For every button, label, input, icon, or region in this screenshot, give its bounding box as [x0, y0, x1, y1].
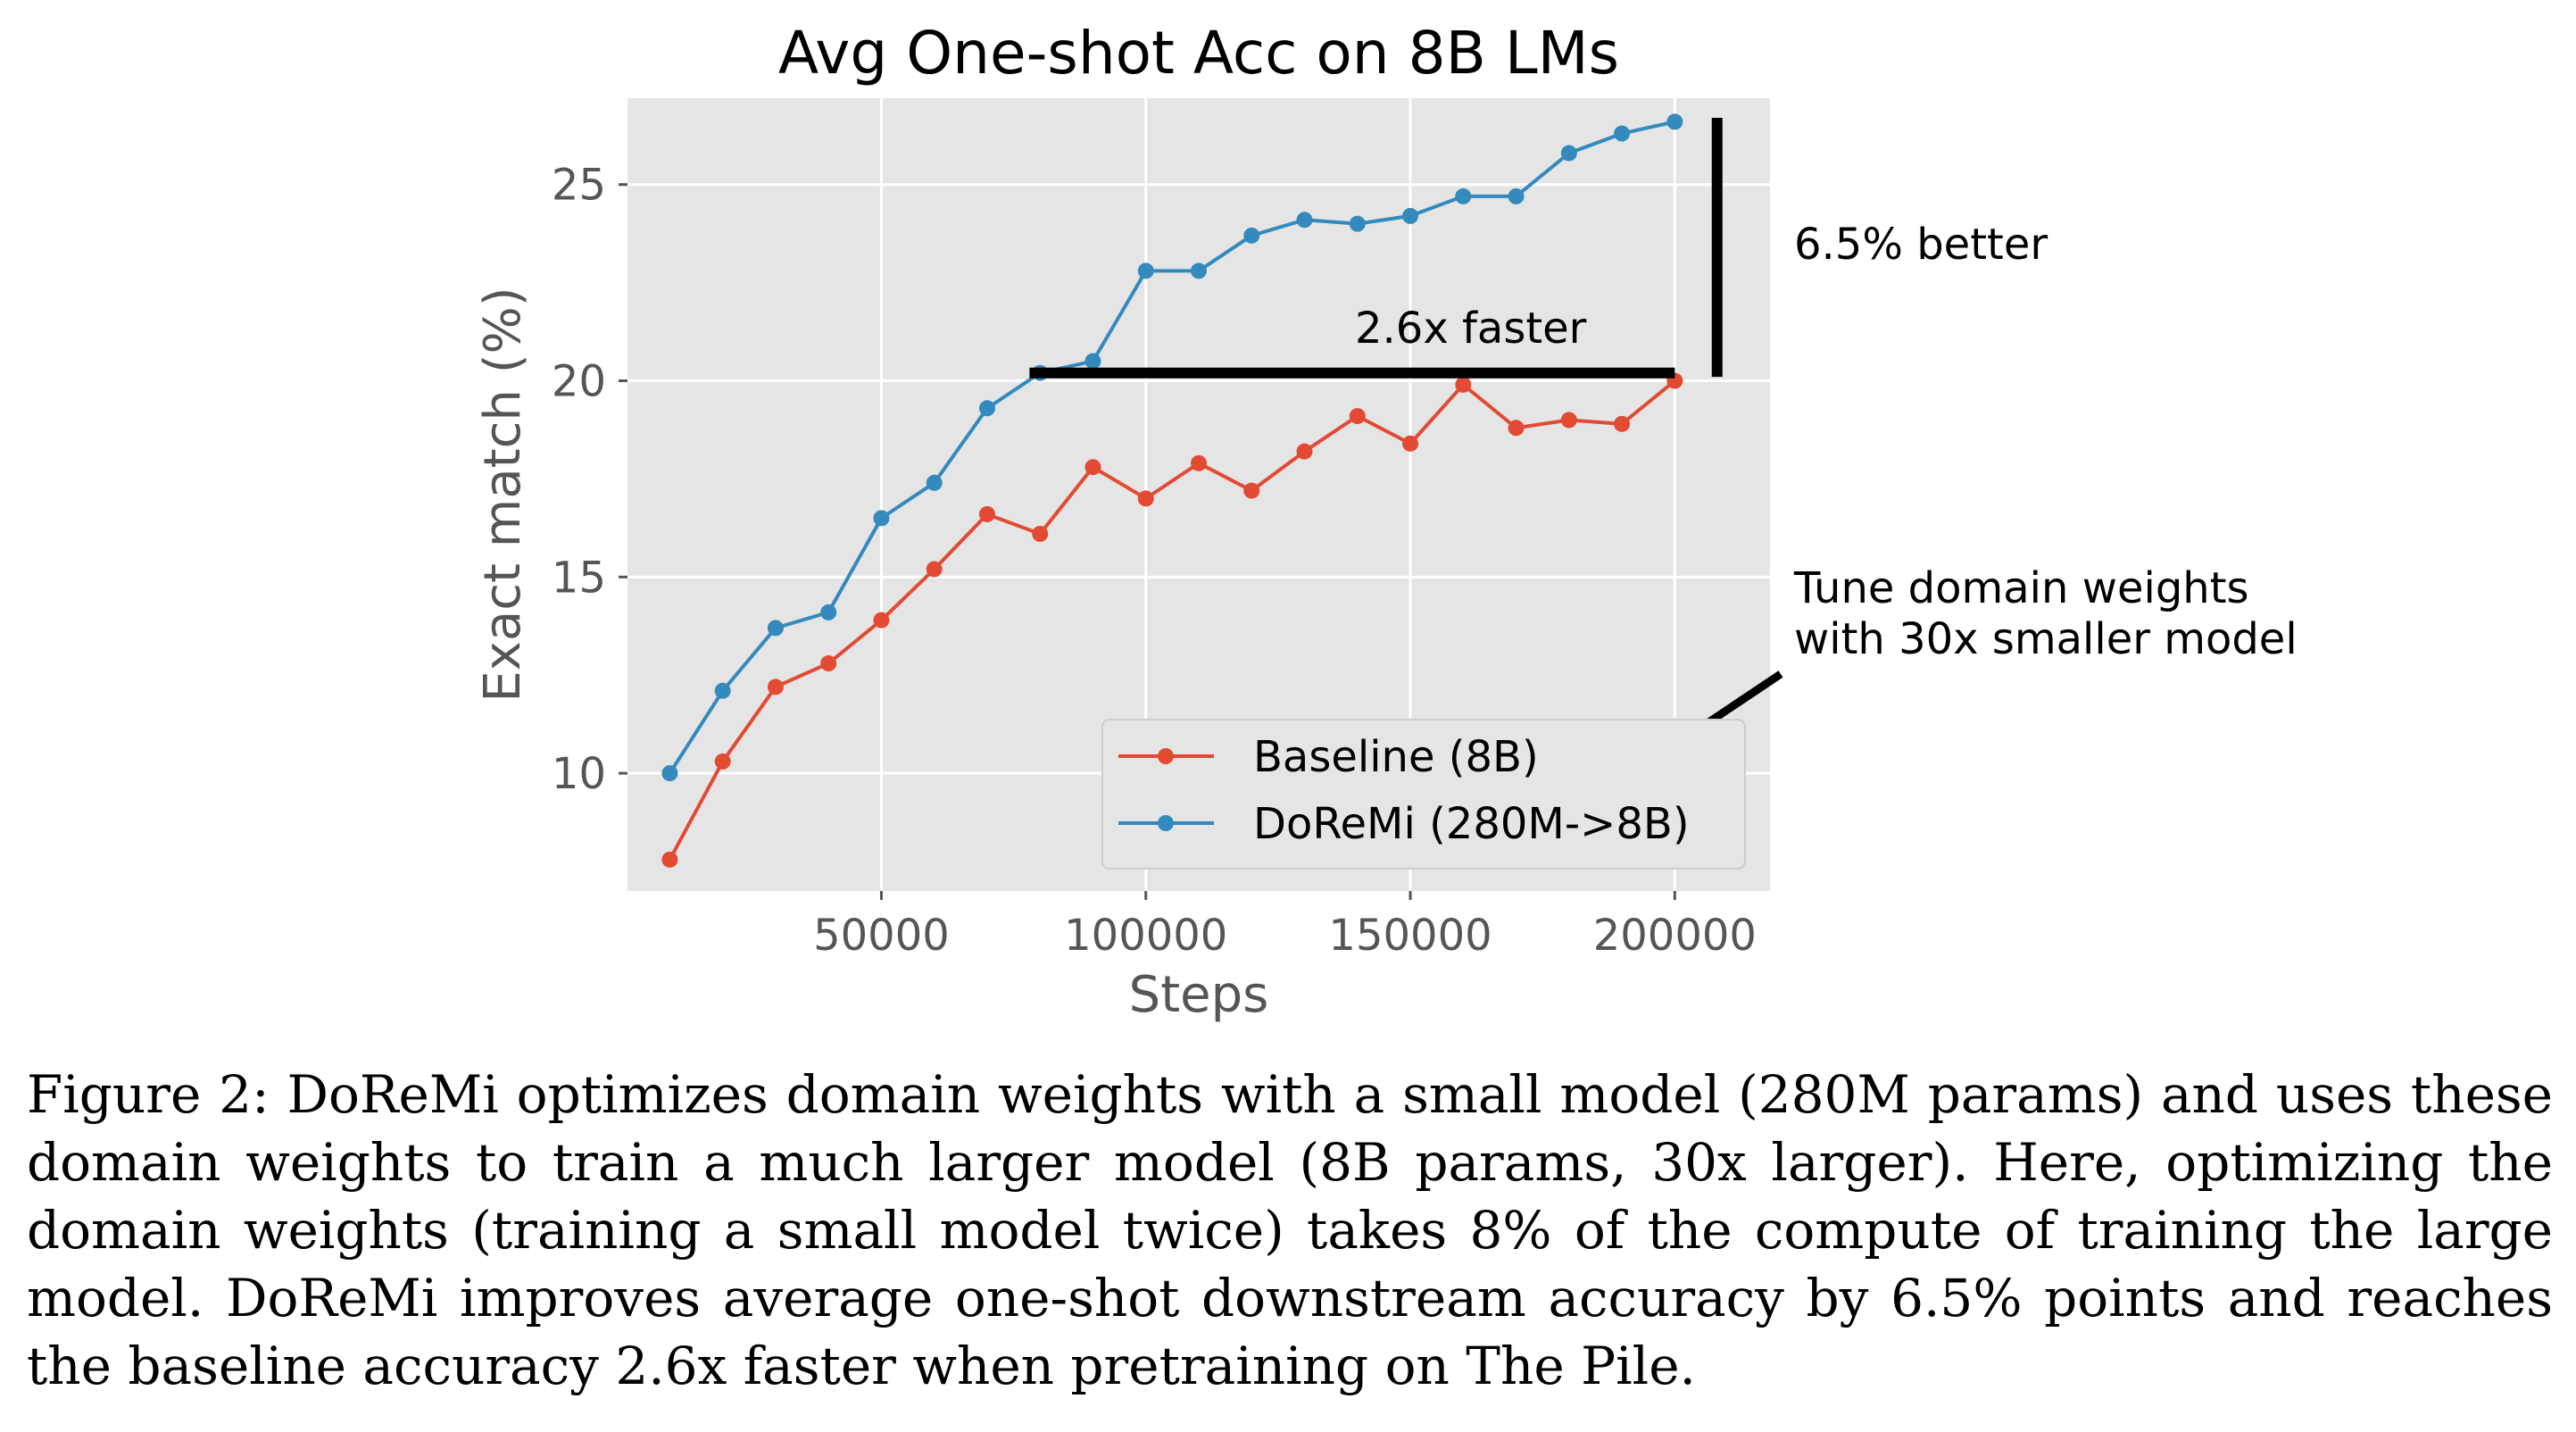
data-point [978, 400, 995, 417]
x-tick-label: 150000 [1328, 911, 1492, 961]
series-layer [661, 113, 1683, 868]
data-point [1560, 412, 1577, 429]
data-point [1614, 125, 1631, 142]
data-point [1508, 187, 1525, 204]
data-point [1402, 207, 1419, 224]
data-point [1349, 408, 1366, 425]
data-point [978, 505, 995, 522]
chart-title: Avg One-shot Acc on 8B LMs [778, 19, 1619, 87]
legend-marker-baseline [1158, 748, 1174, 764]
y-tick-label: 25 [552, 161, 606, 211]
data-point [1614, 415, 1631, 432]
tune-label-line1: Tune domain weights [1793, 563, 2249, 613]
series-line [668, 379, 1676, 861]
data-point [1455, 376, 1472, 393]
tune-label-line2: with 30x smaller model [1794, 614, 2298, 664]
data-point [1084, 353, 1101, 370]
data-point [661, 765, 678, 782]
x-tick-label: 100000 [1064, 911, 1227, 961]
data-point [820, 604, 837, 620]
better-label: 6.5% better [1794, 220, 2048, 270]
series-0 [661, 372, 1683, 868]
data-point [820, 655, 837, 672]
y-axis-label: Exact match (%) [474, 287, 532, 702]
data-point [1508, 420, 1525, 437]
data-point [1137, 490, 1154, 507]
caption-text: Figure 2: DoReMi optimizes domain weight… [27, 1064, 2553, 1396]
data-point [1349, 215, 1366, 232]
axis-ticks: 50000 100000 150000 200000 10 15 20 25 [552, 161, 1757, 961]
y-tick-label: 20 [552, 357, 606, 407]
data-point [767, 620, 784, 637]
annotations: 2.6x faster 6.5% better Tune domain weig… [1029, 117, 2298, 771]
legend: Baseline (8B) DoReMi (280M->8B) [1101, 719, 1746, 870]
data-point [926, 474, 943, 491]
data-point [1666, 113, 1683, 130]
data-point [1296, 212, 1313, 229]
legend-box [1101, 719, 1746, 870]
chart: 50000 100000 150000 200000 10 15 20 25 Avg One-… [474, 19, 2298, 1024]
data-point [1137, 262, 1154, 279]
data-point [873, 612, 890, 629]
data-point [1191, 262, 1207, 279]
x-axis-label: Steps [1129, 966, 1269, 1024]
series-1 [661, 113, 1683, 782]
data-point [926, 561, 943, 578]
data-point [1296, 443, 1313, 460]
data-point [1243, 227, 1260, 244]
y-tick-label: 10 [552, 749, 606, 799]
faster-label: 2.6x faster [1355, 304, 1587, 354]
y-tick-label: 15 [552, 553, 606, 603]
data-point [1243, 482, 1260, 499]
data-point [661, 851, 678, 868]
legend-label-baseline: Baseline (8B) [1253, 732, 1539, 782]
x-tick-label: 50000 [813, 911, 950, 961]
data-point [714, 682, 731, 699]
data-point [1032, 525, 1049, 542]
data-point [873, 510, 890, 527]
figure-caption: Figure 2: DoReMi optimizes domain weight… [27, 1061, 2553, 1400]
legend-label-doremi: DoReMi (280M->8B) [1253, 799, 1690, 849]
data-point [714, 753, 731, 770]
data-point [1560, 145, 1577, 162]
legend-marker-doremi [1158, 815, 1174, 831]
series-line [668, 120, 1675, 775]
x-tick-label: 200000 [1593, 911, 1757, 961]
data-point [1402, 435, 1419, 452]
data-point [1084, 459, 1101, 476]
data-point [767, 679, 784, 695]
data-point [1191, 454, 1207, 471]
data-point [1455, 187, 1472, 204]
